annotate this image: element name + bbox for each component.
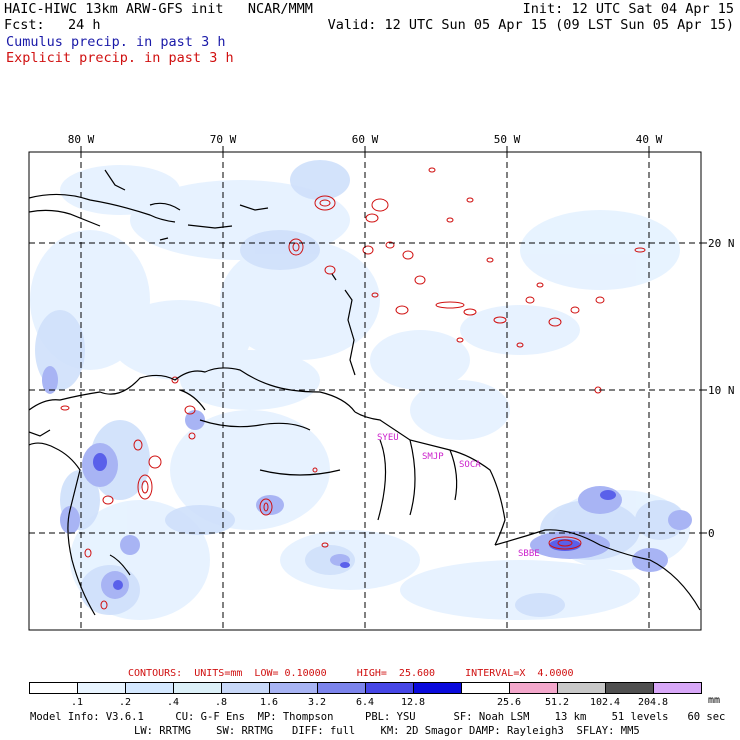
colorbar-swatch bbox=[269, 682, 318, 694]
grid-lines bbox=[29, 152, 701, 630]
colorbar-label: 204.8 bbox=[637, 697, 669, 708]
model-info-line-2: LW: RRTMG SW: RRTMG DIFF: full KM: 2D Sm… bbox=[134, 725, 640, 737]
station-syeu: SYEU bbox=[377, 433, 399, 443]
colorbar-label: 102.4 bbox=[589, 697, 621, 708]
colorbar-swatch bbox=[173, 682, 222, 694]
colorbar-swatch bbox=[221, 682, 270, 694]
colorbar-swatch bbox=[125, 682, 174, 694]
legend-cumulus: Cumulus precip. in past 3 h bbox=[6, 34, 226, 50]
lon-label-80w: 80 W bbox=[68, 133, 95, 146]
station-soca: SOCA bbox=[459, 460, 481, 470]
colorbar-label: 1.6 bbox=[259, 697, 279, 708]
lat-label-20n: 20 N bbox=[708, 237, 735, 250]
colorbar-label: .2 bbox=[118, 697, 132, 708]
station-labels: SYEU SMJP SOCA SBBE bbox=[377, 433, 540, 559]
colorbar-label: 6.4 bbox=[355, 697, 375, 708]
lon-label-50w: 50 W bbox=[494, 133, 521, 146]
axis-ticks bbox=[80, 146, 707, 534]
header-fcst-label: Fcst: bbox=[4, 17, 45, 33]
header-title: HAIC-HIWC 13km ARW-GFS init NCAR/MMM bbox=[4, 1, 313, 17]
colorbar-swatch bbox=[509, 682, 558, 694]
header-valid: Valid: 12 UTC Sun 05 Apr 15 (09 LST Sun … bbox=[327, 17, 734, 33]
colorbar-swatch bbox=[653, 682, 702, 694]
colorbar-swatch bbox=[557, 682, 606, 694]
lon-label-40w: 40 W bbox=[636, 133, 663, 146]
cumulus-precip-shading bbox=[29, 152, 701, 630]
colorbar-unit: mm bbox=[708, 695, 721, 706]
colorbar-swatch bbox=[605, 682, 654, 694]
lat-labels: 20 N 10 N 0 bbox=[708, 237, 735, 540]
colorbar-swatch bbox=[461, 682, 510, 694]
colorbar-swatch bbox=[317, 682, 366, 694]
lat-label-10n: 10 N bbox=[708, 384, 735, 397]
lon-labels: 80 W 70 W 60 W 50 W 40 W bbox=[68, 133, 663, 146]
header-fcst-value: 24 h bbox=[68, 17, 101, 33]
lon-label-70w: 70 W bbox=[210, 133, 237, 146]
colorbar-swatch bbox=[29, 682, 78, 694]
map-frame bbox=[28, 151, 702, 631]
colorbar-label: 3.2 bbox=[307, 697, 327, 708]
colorbar-label: .1 bbox=[70, 697, 84, 708]
lat-label-0: 0 bbox=[708, 527, 715, 540]
colorbar-label: 25.6 bbox=[496, 697, 522, 708]
colorbar-swatch bbox=[413, 682, 462, 694]
colorbar-label: 12.8 bbox=[400, 697, 426, 708]
station-sbbe: SBBE bbox=[518, 549, 540, 559]
colorbar-swatch bbox=[365, 682, 414, 694]
header-init: Init: 12 UTC Sat 04 Apr 15 bbox=[522, 1, 734, 17]
model-info-line-1: Model Info: V3.6.1 CU: G-F Ens MP: Thomp… bbox=[30, 711, 726, 723]
colorbar-label: .4 bbox=[166, 697, 180, 708]
station-smjp: SMJP bbox=[422, 452, 444, 462]
explicit-precip-contours bbox=[60, 167, 646, 610]
colorbar-label: 51.2 bbox=[544, 697, 570, 708]
colorbar-swatch bbox=[77, 682, 126, 694]
contours-info: CONTOURS: UNITS=mm LOW= 0.10000 HIGH= 25… bbox=[128, 668, 574, 679]
legend-explicit: Explicit precip. in past 3 h bbox=[6, 50, 234, 66]
colorbar-label: .8 bbox=[214, 697, 228, 708]
lon-label-60w: 60 W bbox=[352, 133, 379, 146]
